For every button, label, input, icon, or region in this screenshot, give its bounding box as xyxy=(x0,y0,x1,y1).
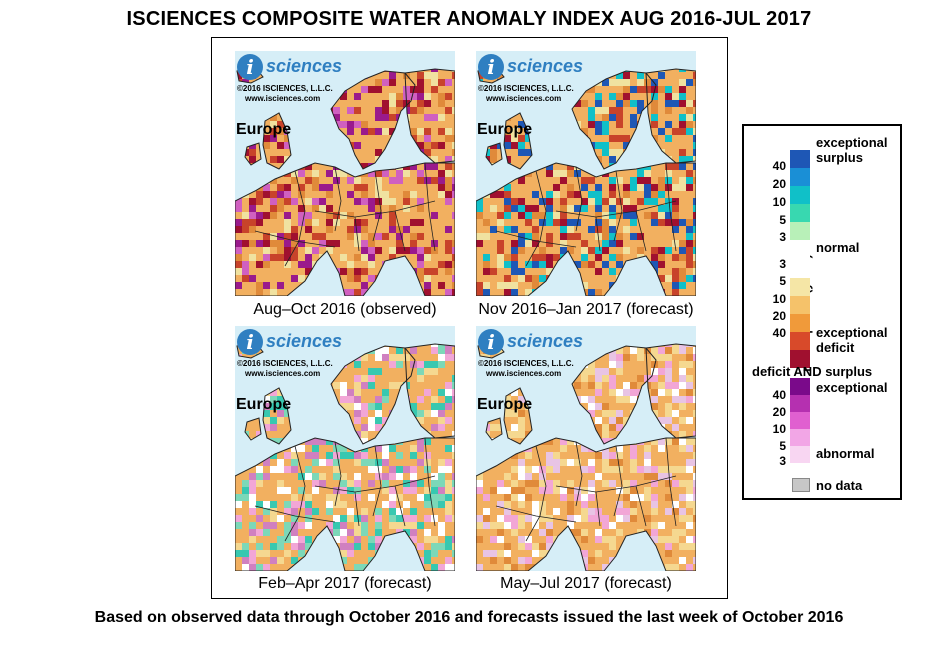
europe-map-image xyxy=(476,326,696,571)
copyright-line1: ©2016 ISCIENCES, L.L.C. xyxy=(237,84,333,93)
tick-surplus-3: 3 xyxy=(779,230,786,244)
logo-wordmark: sciences xyxy=(507,331,584,351)
europe-map-image xyxy=(476,51,696,296)
swatch-combined-20 xyxy=(790,395,810,412)
caption-feb-apr-2017: Feb–Apr 2017 (forecast) xyxy=(258,575,432,592)
legend-no-data: no data xyxy=(816,478,863,493)
caption-may-jul-2017: May–Jul 2017 (forecast) xyxy=(500,575,672,592)
tick-deficit-10: 10 xyxy=(772,292,786,306)
swatch-combined-5 xyxy=(790,429,810,446)
tick-combined-10: 10 xyxy=(772,422,786,436)
swatch-combined-40 xyxy=(790,378,810,395)
copyright-url: www.isciences.com xyxy=(245,94,321,103)
logo-wordmark: sciences xyxy=(266,331,343,351)
europe-map-image xyxy=(235,51,455,296)
tick-surplus-10: 10 xyxy=(772,195,786,209)
copyright-url: www.isciences.com xyxy=(486,369,562,378)
caption-aug-oct-2016: Aug–Oct 2016 (observed) xyxy=(253,301,437,318)
map-panel-nov-jan: i sciences ©2016 ISCIENCES, L.L.C. www.i… xyxy=(476,51,696,296)
logo-i-icon: i xyxy=(237,329,263,355)
region-label: Europe xyxy=(477,396,533,413)
isciences-logo: i sciences xyxy=(476,328,686,356)
logo-i-icon: i xyxy=(237,54,263,80)
swatch-combined-3 xyxy=(790,446,810,463)
legend-combined-exceptional: exceptional xyxy=(816,380,888,395)
copyright-line1: ©2016 ISCIENCES, L.L.C. xyxy=(478,84,574,93)
region-label: Europe xyxy=(477,121,533,138)
copyright-text: ©2016 ISCIENCES, L.L.C. www.isciences.co… xyxy=(478,359,574,379)
swatch-deficit-40 xyxy=(790,350,810,368)
isciences-logo: i sciences xyxy=(235,328,445,356)
swatch-deficit-5 xyxy=(790,296,810,314)
tick-surplus-20: 20 xyxy=(772,177,786,191)
figure-title: ISCIENCES COMPOSITE WATER ANOMALY INDEX … xyxy=(126,8,812,30)
logo-i-icon: i xyxy=(478,54,504,80)
tick-combined-5: 5 xyxy=(779,439,786,453)
legend-combined-abnormal: abnormal xyxy=(816,446,875,461)
copyright-text: ©2016 ISCIENCES, L.L.C. www.isciences.co… xyxy=(478,84,574,104)
copyright-text: ©2016 ISCIENCES, L.L.C. www.isciences.co… xyxy=(237,84,333,104)
legend-normal: normal xyxy=(816,240,860,255)
europe-map-image xyxy=(235,326,455,571)
legend-exceptional-surplus: exceptional surplus xyxy=(816,135,888,165)
tick-combined-3: 3 xyxy=(779,454,786,468)
tick-deficit-3: 3 xyxy=(779,257,786,271)
swatch-no-data xyxy=(792,478,810,492)
tick-surplus-40: 40 xyxy=(772,159,786,173)
logo-i-icon: i xyxy=(478,329,504,355)
map-panel-feb-apr-2017: i sciences ©2016 ISCIENCES, L.L.C. www.i… xyxy=(235,326,455,571)
legend-combined-title: deficit AND surplus xyxy=(752,364,873,379)
logo-wordmark: sciences xyxy=(266,56,343,76)
swatch-surplus-20 xyxy=(790,168,810,186)
copyright-url: www.isciences.com xyxy=(486,94,562,103)
logo-wordmark: sciences xyxy=(507,56,584,76)
swatch-deficit-10 xyxy=(790,314,810,332)
copyright-line1: ©2016 ISCIENCES, L.L.C. xyxy=(478,359,574,368)
figure-footnote: Based on observed data through October 2… xyxy=(94,609,844,626)
region-label: Europe xyxy=(236,396,292,413)
tick-deficit-20: 20 xyxy=(772,309,786,323)
region-label: Europe xyxy=(236,121,292,138)
map-panels-frame: i sciences ©2016 ISCIENCES, L.L.C. www.i… xyxy=(211,37,728,599)
tick-combined-40: 40 xyxy=(772,388,786,402)
map-panel-aug-oct-2016: i sciences ©2016 ISCIENCES, L.L.C. www.i… xyxy=(235,51,455,296)
tick-deficit-5: 5 xyxy=(779,274,786,288)
map-panel-may-jul-2017: i sciences ©2016 ISCIENCES, L.L.C. www.i… xyxy=(476,326,696,571)
color-legend: return period (years) exceptional surplu… xyxy=(742,124,902,500)
swatch-surplus-3 xyxy=(790,222,810,240)
tick-combined-20: 20 xyxy=(772,405,786,419)
isciences-logo: i sciences xyxy=(476,53,686,81)
swatch-surplus-5 xyxy=(790,204,810,222)
isciences-logo: i sciences xyxy=(235,53,445,81)
swatch-surplus-40 xyxy=(790,150,810,168)
swatch-normal xyxy=(790,240,810,278)
swatch-combined-10 xyxy=(790,412,810,429)
tick-deficit-40: 40 xyxy=(772,326,786,340)
copyright-line1: ©2016 ISCIENCES, L.L.C. xyxy=(237,359,333,368)
swatch-deficit-20 xyxy=(790,332,810,350)
swatch-deficit-3 xyxy=(790,278,810,296)
swatch-surplus-10 xyxy=(790,186,810,204)
copyright-text: ©2016 ISCIENCES, L.L.C. www.isciences.co… xyxy=(237,359,333,379)
caption-nov-jan: Nov 2016–Jan 2017 (forecast) xyxy=(478,301,694,318)
tick-surplus-5: 5 xyxy=(779,213,786,227)
legend-exceptional-deficit: exceptional deficit xyxy=(816,325,888,355)
copyright-url: www.isciences.com xyxy=(245,369,321,378)
